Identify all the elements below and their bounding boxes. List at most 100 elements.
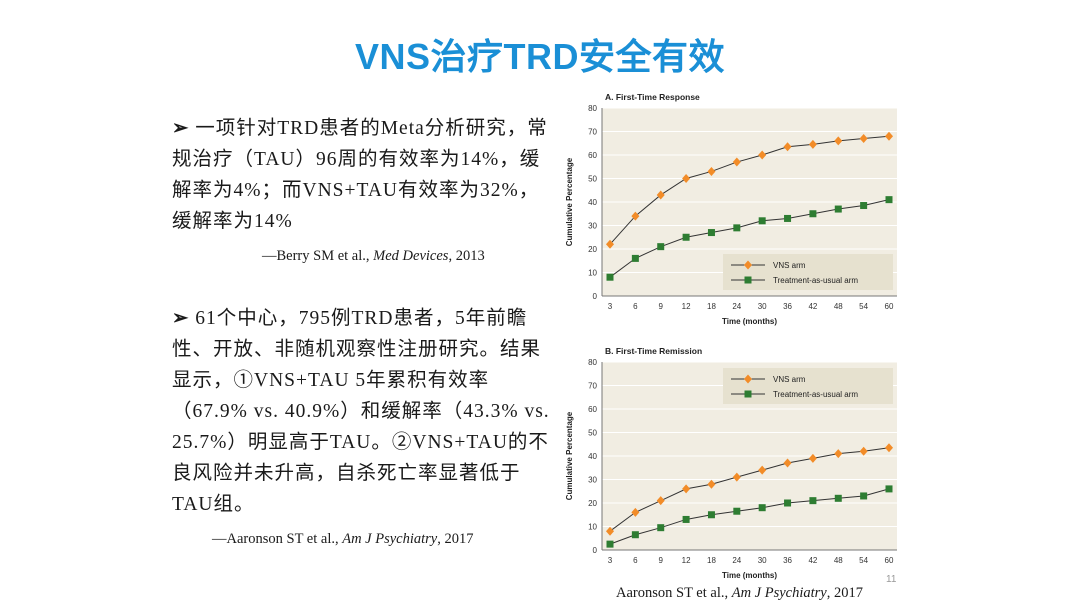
data-point <box>758 504 766 512</box>
legend-box <box>723 368 893 404</box>
x-tick-label: 9 <box>659 302 664 311</box>
x-tick-label: 60 <box>885 556 894 565</box>
bullet-point-2: ➢ 61个中心，795例TRD患者，5年前瞻性、开放、非随机观察性注册研究。结果… <box>172 303 552 520</box>
citation-2-journal: Am J Psychiatry <box>342 531 438 547</box>
data-point <box>808 139 817 149</box>
x-tick-label: 42 <box>808 556 817 565</box>
data-point <box>733 224 741 232</box>
x-tick-label: 48 <box>834 302 843 311</box>
y-tick-label: 70 <box>588 128 597 137</box>
citation-1-authors: —Berry SM et al., <box>262 248 374 264</box>
legend-box <box>723 254 893 290</box>
bullet-point-1: ➢ 一项针对TRD患者的Meta分析研究，常规治疗（TAU）96周的有效率为14… <box>172 113 552 237</box>
y-tick-label: 80 <box>588 104 597 113</box>
x-tick-label: 9 <box>659 556 664 565</box>
citation-2-year: , 2017 <box>437 531 474 547</box>
data-point <box>631 211 640 221</box>
data-point <box>682 515 690 523</box>
data-point <box>885 131 893 141</box>
y-tick-label: 20 <box>588 245 597 254</box>
chart-title: A. First-Time Response <box>605 92 700 102</box>
y-tick-label: 40 <box>588 198 597 207</box>
data-point <box>631 507 640 517</box>
y-tick-label: 30 <box>588 476 597 485</box>
x-tick-label: 54 <box>859 556 868 565</box>
citation-2: —Aaronson ST et al., Am J Psychiatry, 20… <box>212 531 474 548</box>
y-axis-label: Cumulative Percentage <box>565 411 574 500</box>
data-point <box>808 453 817 463</box>
y-tick-label: 40 <box>588 452 597 461</box>
data-point <box>631 531 639 539</box>
y-tick-label: 0 <box>593 292 598 301</box>
data-point <box>783 458 792 468</box>
y-tick-label: 10 <box>588 523 597 532</box>
data-point <box>631 254 639 262</box>
x-tick-label: 60 <box>885 302 894 311</box>
page-number: 11 <box>886 574 897 585</box>
data-point <box>784 499 792 507</box>
legend-label: VNS arm <box>773 261 806 270</box>
data-point <box>834 449 843 459</box>
x-tick-label: 42 <box>808 302 817 311</box>
y-tick-label: 10 <box>588 269 597 278</box>
x-tick-label: 24 <box>732 302 741 311</box>
legend-label: VNS arm <box>773 375 806 384</box>
y-tick-label: 80 <box>588 358 597 367</box>
x-tick-label: 30 <box>758 556 767 565</box>
data-point <box>859 446 868 456</box>
data-point <box>656 190 665 200</box>
y-tick-label: 50 <box>588 175 597 184</box>
data-point <box>860 202 868 210</box>
y-tick-label: 20 <box>588 499 597 508</box>
data-point <box>732 472 741 482</box>
data-point <box>834 136 843 146</box>
chart-citation-authors: Aaronson ST et al., <box>616 585 732 601</box>
data-point <box>707 166 716 176</box>
x-tick-label: 3 <box>608 302 613 311</box>
chart-citation: Aaronson ST et al., Am J Psychiatry, 201… <box>616 585 863 602</box>
y-tick-label: 70 <box>588 382 597 391</box>
chart-first-time-remission: B. First-Time Remission 0 10 20 30 40 50 60 70 80… <box>565 346 897 580</box>
data-point <box>885 443 893 453</box>
data-point <box>707 511 715 519</box>
citation-1: —Berry SM et al., Med Devices, 2013 <box>262 248 485 265</box>
legend-marker <box>744 374 752 384</box>
bullet-text-2: 61个中心，795例TRD患者，5年前瞻性、开放、非随机观察性注册研究。结果显示… <box>172 308 550 515</box>
bullet-arrow-icon: ➢ <box>172 118 190 139</box>
data-point <box>707 229 715 237</box>
x-tick-label: 54 <box>859 302 868 311</box>
data-point <box>606 273 614 281</box>
chart-title: B. First-Time Remission <box>605 346 702 356</box>
data-point <box>682 174 691 183</box>
y-tick-label: 30 <box>588 222 597 231</box>
citation-1-journal: Med Devices <box>373 248 449 264</box>
data-point <box>859 134 868 144</box>
legend-marker <box>744 390 752 398</box>
y-tick-label: 60 <box>588 405 597 414</box>
x-tick-label: 6 <box>633 302 638 311</box>
y-axis-label: Cumulative Percentage <box>565 157 574 246</box>
x-tick-label: 24 <box>732 556 741 565</box>
data-point <box>758 217 766 225</box>
x-tick-label: 36 <box>783 556 792 565</box>
x-tick-label: 36 <box>783 302 792 311</box>
data-point <box>885 196 893 204</box>
data-point <box>758 465 767 475</box>
x-tick-label: 3 <box>608 556 613 565</box>
chart-citation-year: , 2017 <box>826 585 863 601</box>
x-tick-label: 48 <box>834 556 843 565</box>
x-tick-label: 18 <box>707 556 716 565</box>
data-point <box>606 239 614 249</box>
data-point <box>783 142 792 152</box>
bullet-text-1: 一项针对TRD患者的Meta分析研究，常规治疗（TAU）96周的有效率为14%，… <box>172 118 548 232</box>
x-tick-label: 18 <box>707 302 716 311</box>
data-point <box>707 479 716 489</box>
x-tick-label: 12 <box>682 556 691 565</box>
x-tick-label: 6 <box>633 556 638 565</box>
chart-first-time-response: A. First-Time Response 0 10 20 30 40 50 60 70 80 3… <box>565 92 897 326</box>
citation-2-authors: —Aaronson ST et al., <box>212 531 343 547</box>
legend-label: Treatment-as-usual arm <box>773 276 858 285</box>
data-point <box>732 157 741 167</box>
bullet-arrow-icon: ➢ <box>172 308 190 329</box>
data-point <box>834 494 842 502</box>
